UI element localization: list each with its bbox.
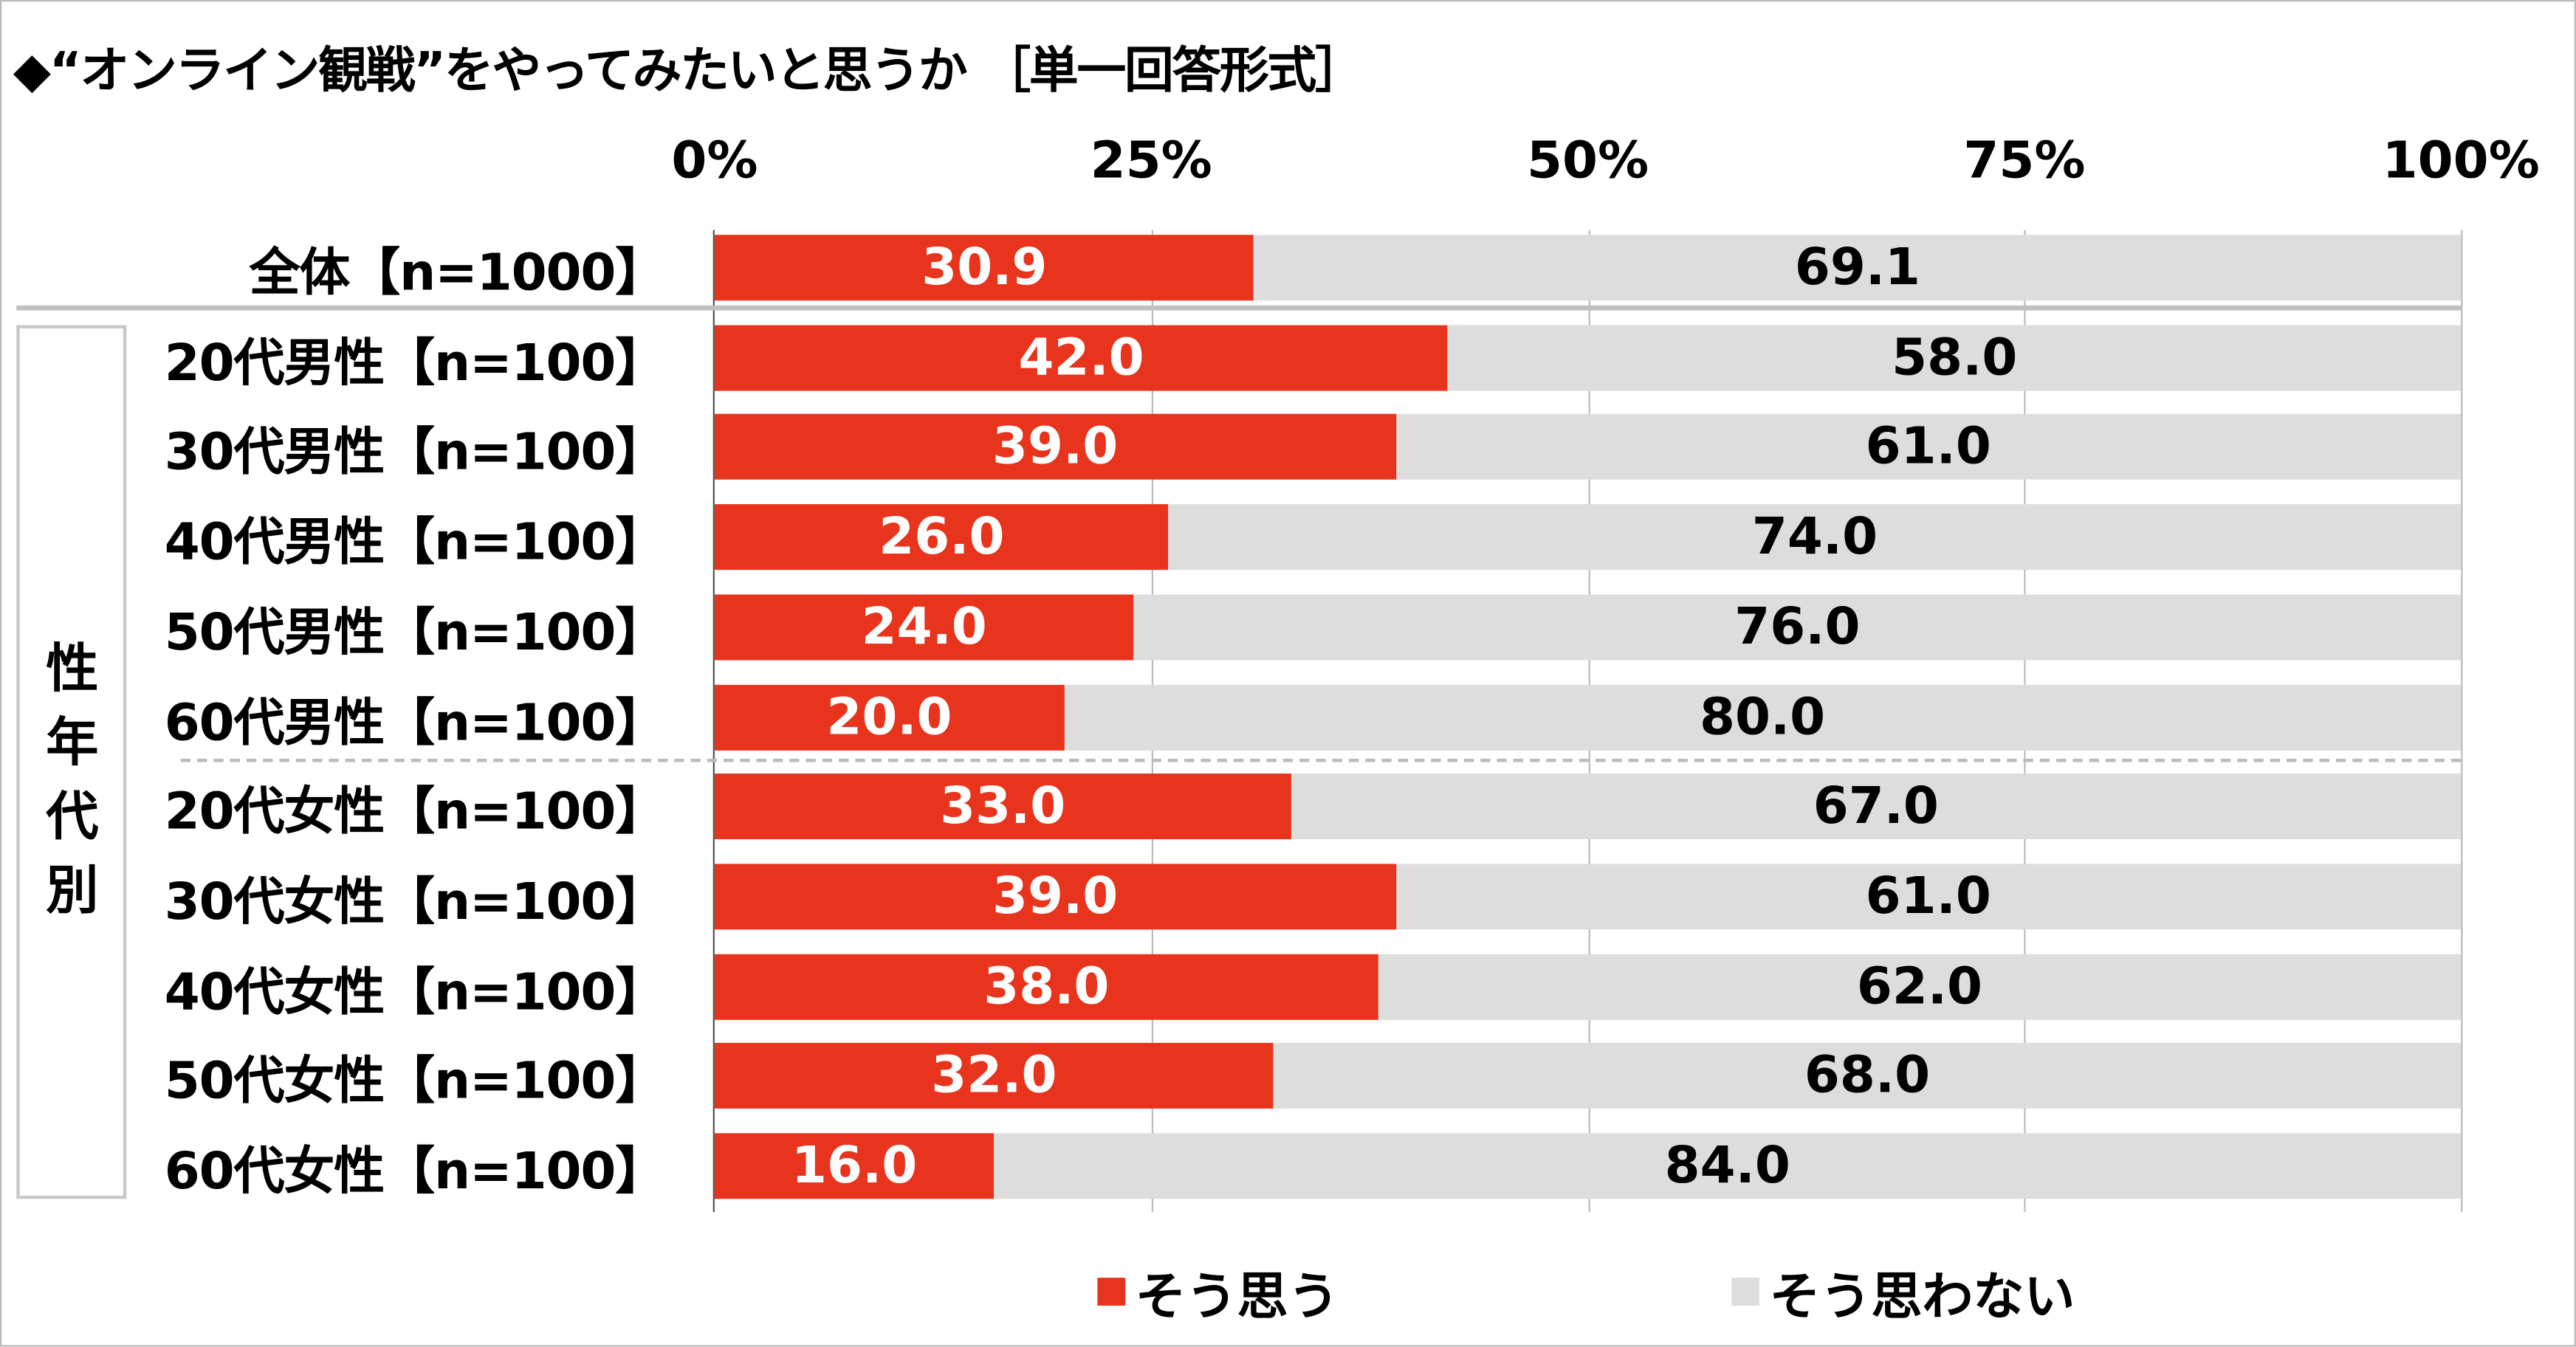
category-label: 50代女性【n=100】 [164, 1052, 667, 1112]
group-label: 性年代別 [46, 637, 99, 922]
x-tick-label: 0% [671, 131, 758, 191]
bar-no [1273, 1043, 2462, 1109]
y-axis-line [712, 230, 715, 1213]
value-label-no: 68.0 [1804, 1047, 1931, 1106]
category-label: 20代女性【n=100】 [164, 782, 667, 842]
category-label: 60代女性【n=100】 [164, 1142, 667, 1202]
value-label-yes: 20.0 [826, 687, 952, 747]
bar-yes [714, 324, 1449, 390]
x-tick-label: 50% [1527, 131, 1649, 191]
category-label: 60代男性【n=100】 [164, 692, 667, 753]
bar-yes [714, 864, 1396, 930]
group-box [16, 325, 127, 1199]
value-label-no: 76.0 [1734, 597, 1861, 657]
legend-label-yes: そう思う [1135, 1267, 1339, 1327]
category-label: 50代男性【n=100】 [164, 603, 667, 663]
x-tick-label: 25% [1090, 131, 1212, 191]
category-label: 40代男性【n=100】 [164, 513, 667, 573]
legend-label-no: そう思わない [1769, 1267, 2075, 1327]
bar-yes [714, 235, 1254, 301]
gender-separator [180, 758, 2462, 762]
value-label-yes: 39.0 [992, 418, 1119, 478]
chart-title: ◆“オンライン観戦”をやってみたいと思うか ［単一回答形式］ [13, 42, 1364, 100]
bar-yes [714, 1133, 995, 1199]
bar-no [1063, 683, 2462, 750]
total-separator [16, 305, 2462, 311]
bar-no [1291, 774, 2462, 840]
bar-no [1378, 953, 2462, 1019]
value-label-yes: 39.0 [992, 867, 1119, 926]
bar-yes [714, 683, 1064, 750]
bar-yes [714, 953, 1378, 1019]
bar-yes [714, 1043, 1274, 1109]
bar-no [1448, 324, 2462, 390]
legend-item-no: そう思わない [1731, 1255, 2075, 1329]
x-tick-label: 75% [1963, 131, 2086, 191]
value-label-no: 84.0 [1664, 1136, 1790, 1196]
value-label-no: 62.0 [1856, 957, 1983, 1016]
value-label-no: 61.0 [1865, 418, 1991, 478]
value-label-yes: 38.0 [983, 957, 1110, 1016]
bar-no [1395, 864, 2462, 930]
value-label-yes: 30.9 [921, 238, 1048, 297]
legend-item-yes: そう思う [1097, 1255, 1339, 1329]
value-label-yes: 33.0 [940, 776, 1066, 836]
value-label-yes: 16.0 [791, 1136, 918, 1196]
bar-yes [714, 594, 1134, 661]
bar-no [1133, 594, 2462, 661]
bar-no [994, 1133, 2462, 1199]
category-label: 全体【n=1000】 [249, 244, 666, 303]
gridline [2461, 230, 2463, 1213]
value-label-no: 67.0 [1813, 776, 1939, 836]
value-label-yes: 32.0 [931, 1047, 1057, 1106]
bar-no [1168, 504, 2462, 571]
category-label: 40代女性【n=100】 [164, 962, 667, 1022]
value-label-no: 58.0 [1892, 328, 2018, 387]
value-label-no: 80.0 [1699, 687, 1826, 747]
bar-yes [714, 414, 1396, 480]
bar-yes [714, 774, 1291, 840]
category-label: 30代男性【n=100】 [164, 423, 667, 483]
legend-swatch-no [1731, 1278, 1760, 1306]
value-label-yes: 42.0 [1018, 328, 1144, 387]
category-label: 30代女性【n=100】 [164, 872, 667, 932]
bar-no [1395, 414, 2462, 480]
value-label-no: 61.0 [1865, 867, 1991, 926]
value-label-yes: 26.0 [879, 507, 1005, 567]
value-label-yes: 24.0 [861, 597, 987, 657]
category-label: 20代男性【n=100】 [164, 334, 667, 393]
x-tick-label: 100% [2382, 131, 2540, 191]
legend-swatch-yes [1097, 1278, 1126, 1306]
value-label-no: 69.1 [1794, 238, 1921, 297]
value-label-no: 74.0 [1751, 507, 1878, 567]
bar-no [1254, 235, 2462, 301]
bar-yes [714, 504, 1169, 571]
